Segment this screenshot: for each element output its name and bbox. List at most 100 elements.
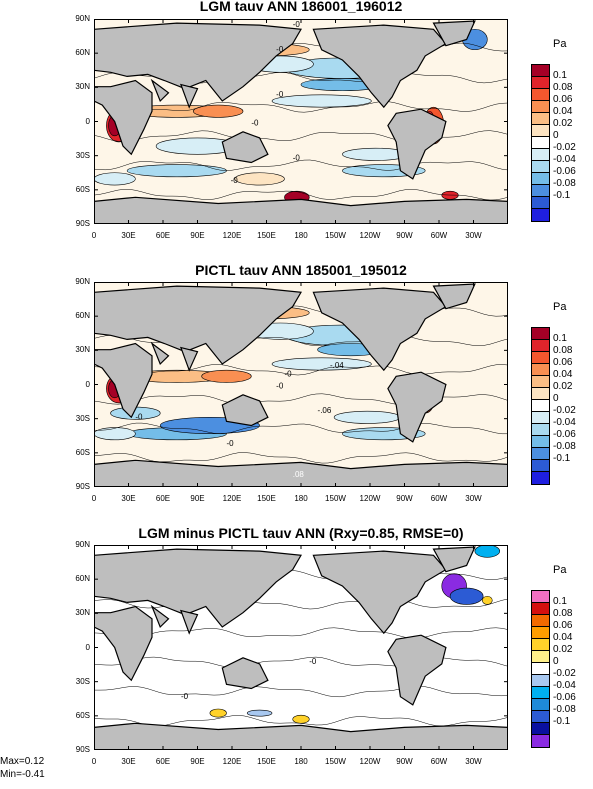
colorbar-swatch bbox=[532, 424, 549, 436]
land-mass bbox=[179, 83, 199, 109]
land-mass bbox=[94, 548, 302, 628]
colorbar-swatch bbox=[532, 711, 549, 723]
colorbar-label: 0.08 bbox=[553, 345, 573, 356]
lat-tick-label: 0 bbox=[85, 116, 90, 126]
contour-line bbox=[94, 452, 508, 464]
colorbar-label: 0.02 bbox=[553, 644, 573, 655]
colorbar-swatch bbox=[532, 699, 549, 711]
colorbar-label: -0.08 bbox=[553, 704, 576, 715]
lon-tick-label: 0 bbox=[91, 231, 97, 240]
colorbar-swatch bbox=[532, 209, 549, 221]
lon-tick-label: 120W bbox=[359, 494, 381, 503]
colorbar-swatch bbox=[532, 591, 549, 603]
lat-tick-label: 30N bbox=[75, 82, 90, 92]
contour-region bbox=[246, 709, 273, 717]
lon-tick-label: 90E bbox=[190, 494, 205, 503]
colorbar-label: 0.06 bbox=[553, 620, 573, 631]
colorbar-label: -0.04 bbox=[553, 417, 576, 428]
lat-tick-label: 30N bbox=[75, 345, 90, 355]
land-mass bbox=[221, 394, 269, 427]
map-panel-1: LGM tauv ANN 186001_196012 -0 -0 -0 -0 -0 -0 90… bbox=[0, 0, 593, 263]
land-mass bbox=[150, 78, 170, 103]
colorbar-swatch bbox=[532, 185, 549, 197]
lat-tick-label: 60S bbox=[75, 710, 90, 720]
land-mass bbox=[312, 550, 447, 635]
land-mass bbox=[432, 283, 476, 310]
contour-region bbox=[209, 708, 227, 718]
contour-line bbox=[94, 598, 508, 610]
contour-region bbox=[94, 172, 136, 186]
colorbar-swatch bbox=[532, 364, 549, 376]
lon-tick-label: 60W bbox=[430, 757, 448, 766]
colorbar-label: -0.08 bbox=[553, 178, 576, 189]
land-mass bbox=[94, 342, 153, 419]
colorbar-unit: Pa bbox=[553, 38, 567, 50]
land-mass bbox=[94, 285, 302, 365]
lon-tick-label: 150W bbox=[325, 231, 346, 240]
lat-tick-label: 60N bbox=[75, 48, 90, 58]
contour-region bbox=[234, 172, 285, 186]
land-mass bbox=[94, 605, 153, 682]
contour-label: -0 bbox=[181, 692, 189, 701]
lon-tick-label: 150E bbox=[257, 231, 276, 240]
lat-tick-label: 90N bbox=[75, 540, 90, 549]
land-mass bbox=[94, 196, 508, 224]
lat-tick-label: 90N bbox=[75, 277, 90, 286]
lat-tick-label: 60S bbox=[75, 184, 90, 194]
lon-tick-label: 90E bbox=[190, 757, 205, 766]
land-mass bbox=[221, 131, 269, 164]
lat-tick-label: 90S bbox=[75, 745, 90, 754]
colorbar-swatch bbox=[532, 735, 549, 747]
colorbar-swatch bbox=[532, 352, 549, 364]
colorbar-swatch bbox=[532, 627, 549, 639]
colorbar-swatch bbox=[532, 675, 549, 687]
colorbar-swatch bbox=[532, 340, 549, 352]
colorbar-swatch bbox=[532, 65, 549, 77]
land-mass bbox=[179, 609, 199, 635]
lon-tick-label: 90W bbox=[396, 494, 413, 503]
colorbar-label: -0.1 bbox=[553, 190, 571, 201]
contour-label: -0 bbox=[293, 153, 301, 162]
lat-tick-label: 90S bbox=[75, 219, 90, 228]
contour-label: -0 bbox=[226, 439, 234, 448]
contour-region bbox=[94, 427, 136, 441]
colorbar bbox=[531, 590, 550, 748]
colorbar-swatch bbox=[532, 376, 549, 388]
colorbar-label: -0.02 bbox=[553, 405, 576, 416]
land-mass bbox=[150, 604, 170, 629]
map-panel-2: PICTL tauv ANN 185001_195012 -.04 -0 -0 -0 -0… bbox=[0, 262, 593, 526]
contour-region bbox=[193, 104, 244, 118]
lat-tick-label: 90N bbox=[75, 14, 90, 23]
contour-region bbox=[449, 587, 484, 605]
colorbar-label: 0.1 bbox=[553, 70, 567, 81]
land-mass bbox=[94, 722, 508, 750]
lat-tick-label: 60S bbox=[75, 447, 90, 457]
map-plot: -0 -0 -0 -0 -0 -0 bbox=[94, 19, 508, 224]
contour-region bbox=[292, 714, 310, 724]
panel-title: LGM tauv ANN 186001_196012 bbox=[199, 0, 403, 14]
colorbar-label: -0.08 bbox=[553, 441, 576, 452]
colorbar-label: 0.02 bbox=[553, 118, 573, 129]
colorbar-swatch bbox=[532, 125, 549, 137]
colorbar-label: 0.06 bbox=[553, 357, 573, 368]
colorbar-label: -0.04 bbox=[553, 680, 576, 691]
contour-label: -.06 bbox=[318, 406, 332, 415]
lon-tick-label: 90E bbox=[190, 231, 205, 240]
colorbar-label: 0.04 bbox=[553, 369, 573, 380]
lon-tick-label: 60W bbox=[430, 231, 448, 240]
lon-tick-label: 30E bbox=[121, 757, 136, 766]
contour-label: -0 bbox=[276, 382, 284, 391]
colorbar-swatch bbox=[532, 460, 549, 472]
lon-tick-label: 30E bbox=[121, 231, 136, 240]
lat-tick-label: 30N bbox=[75, 608, 90, 618]
contour-label: -0 bbox=[284, 369, 292, 378]
contour-label: -.04 bbox=[330, 361, 344, 370]
contour-line bbox=[94, 189, 508, 201]
land-mass bbox=[387, 108, 447, 180]
colorbar-swatch bbox=[532, 723, 549, 735]
contour-line bbox=[94, 627, 508, 639]
colorbar-label: -0.04 bbox=[553, 154, 576, 165]
lon-tick-label: 150W bbox=[325, 757, 346, 766]
lon-tick-label: 120W bbox=[359, 757, 381, 766]
contour-label: .08 bbox=[293, 470, 305, 479]
